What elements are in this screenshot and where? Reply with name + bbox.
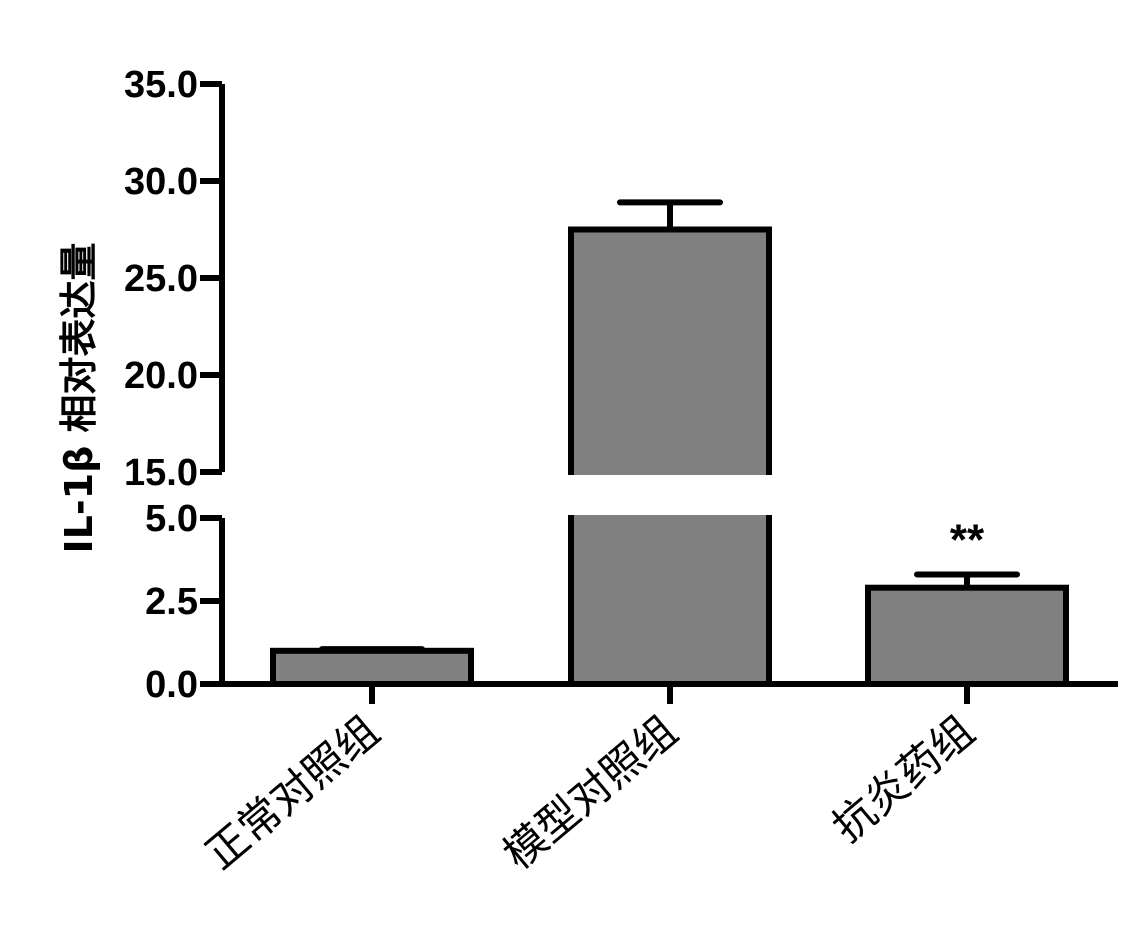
y-upper-tick-label-4: 35.0 [124, 64, 198, 106]
x-tick-label-2: 抗炎药组 [823, 706, 983, 852]
bar-lower-1 [568, 515, 772, 687]
y-lower-tick-label-2: 5.0 [145, 498, 198, 540]
y-upper-tick-label-2: 25.0 [124, 258, 198, 300]
bar-upper-1 [568, 226, 772, 475]
labels: 15.0 20.0 25.0 30.0 35.0 0.0 2.5 5.0 正常对照组 模型对照组抗… [124, 64, 985, 879]
y-upper-tick-label-1: 20.0 [124, 355, 198, 397]
significance-annotation-2: ** [950, 515, 985, 564]
x-tick-label-1: 模型对照组 [494, 706, 686, 879]
bar-2 [865, 584, 1069, 687]
bar-break-gap-1 [565, 475, 775, 515]
y-axis-title: IL-1β 相对表达量 [57, 243, 101, 554]
bar-0 [270, 647, 474, 687]
y-upper-tick-label-3: 30.0 [124, 161, 198, 203]
y-lower-tick-label-0: 0.0 [145, 664, 198, 706]
y-upper-tick-label-0: 15.0 [124, 452, 198, 494]
y-lower-tick-label-1: 2.5 [145, 581, 198, 623]
x-tick-label-0: 正常对照组 [196, 706, 388, 879]
bars [270, 199, 1069, 687]
